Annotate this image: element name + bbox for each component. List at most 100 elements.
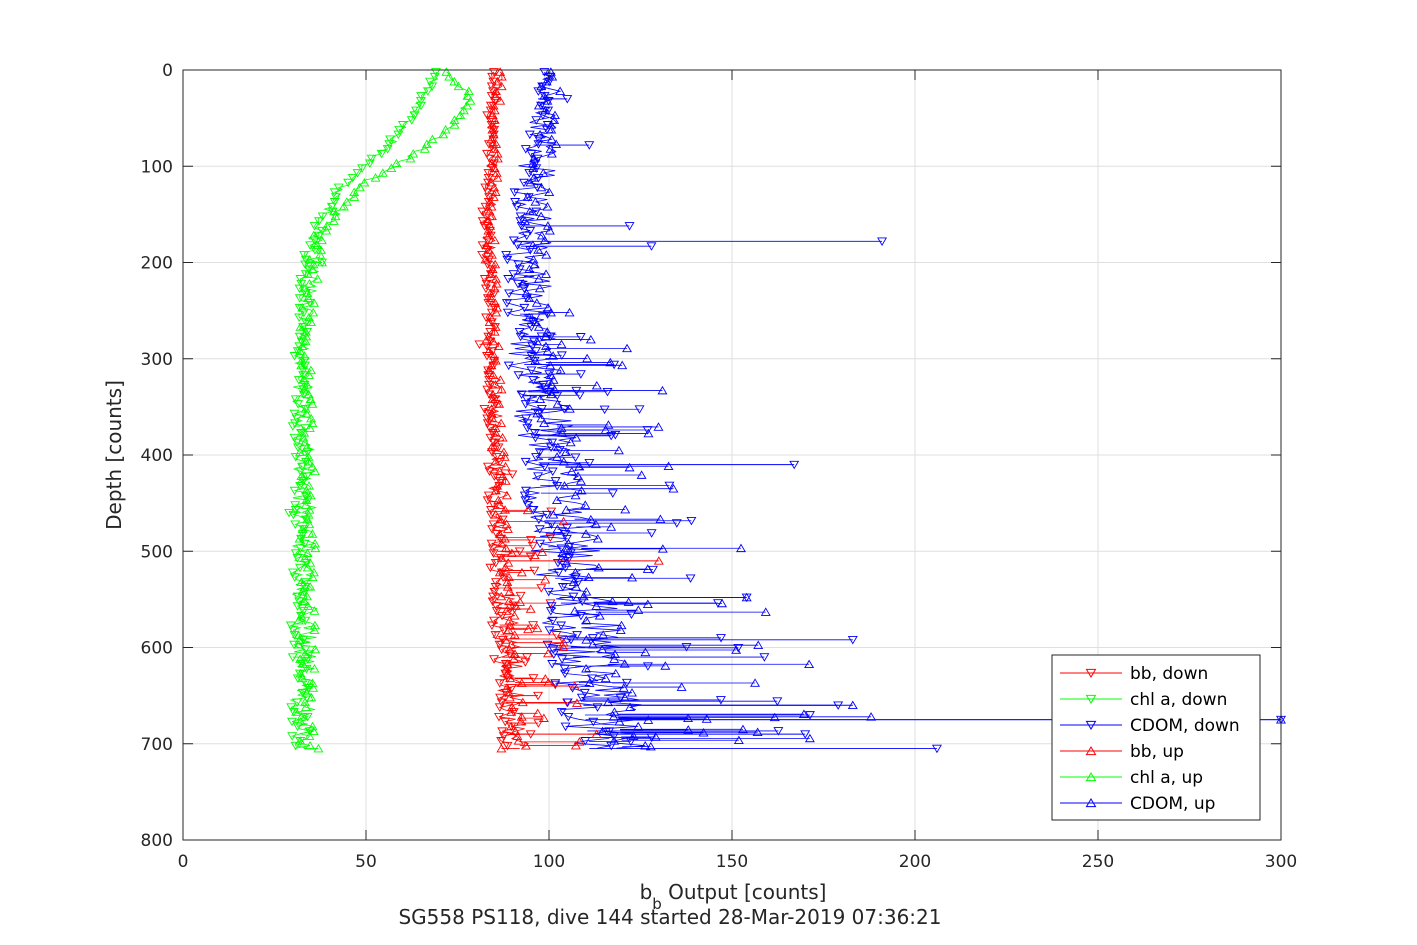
data-point	[485, 269, 496, 278]
data-point	[570, 567, 581, 577]
data-point	[486, 506, 497, 515]
spike-point	[620, 504, 631, 514]
data-point	[524, 264, 535, 274]
data-point	[609, 736, 620, 745]
spike-point	[717, 598, 728, 608]
spike-point	[317, 257, 328, 267]
spike-point	[585, 334, 596, 344]
legend-label: CDOM, up	[1130, 794, 1215, 814]
x-axis-label: bb Output [counts]	[640, 880, 827, 913]
data-point	[364, 159, 375, 169]
data-point	[541, 510, 552, 520]
data-point	[301, 485, 312, 495]
data-point	[486, 442, 497, 452]
data-point	[539, 68, 550, 77]
data-point	[502, 741, 513, 751]
spike-point	[645, 741, 656, 751]
data-point	[496, 698, 507, 708]
data-point	[306, 692, 317, 702]
spike-point	[525, 536, 536, 545]
data-point	[290, 453, 301, 462]
data-point	[499, 534, 510, 543]
data-point	[391, 158, 402, 168]
data-point	[291, 707, 302, 716]
data-point	[496, 418, 507, 428]
data-point	[567, 684, 578, 693]
spike-point	[733, 644, 744, 653]
data-point	[578, 591, 589, 601]
data-point	[349, 192, 360, 201]
data-point	[304, 265, 315, 274]
data-point	[301, 331, 312, 341]
data-point	[299, 351, 310, 360]
data-point	[526, 149, 537, 159]
data-point	[533, 100, 544, 110]
data-point	[482, 188, 493, 197]
data-point	[550, 477, 561, 486]
x-axis-label-rest: Output [counts]	[662, 880, 827, 904]
spike-point	[643, 428, 654, 438]
data-point	[300, 327, 311, 336]
data-point	[286, 717, 297, 727]
data-point	[504, 596, 515, 606]
data-point	[296, 279, 307, 289]
data-point	[315, 250, 326, 259]
data-point	[488, 192, 499, 201]
data-point	[491, 279, 502, 288]
data-point	[477, 217, 488, 226]
data-point	[441, 67, 452, 76]
data-point	[603, 697, 614, 707]
data-point	[503, 275, 514, 284]
data-point	[519, 491, 530, 501]
spike-point	[624, 462, 635, 472]
data-point	[494, 500, 505, 509]
data-point	[543, 587, 554, 597]
spike-point	[877, 237, 888, 246]
spike-point	[617, 360, 628, 370]
spike-point	[545, 599, 556, 608]
data-point	[296, 471, 307, 480]
data-point	[295, 654, 306, 663]
data-point	[500, 505, 511, 514]
spike-point	[773, 727, 784, 736]
data-point	[526, 352, 537, 361]
data-point	[419, 144, 430, 153]
data-point	[397, 121, 408, 130]
data-point	[296, 356, 307, 365]
data-point	[489, 283, 500, 293]
data-point	[394, 125, 405, 135]
data-point	[511, 202, 522, 212]
data-point	[300, 645, 311, 655]
data-point	[530, 347, 541, 356]
spike-point	[623, 597, 634, 606]
data-point	[542, 202, 553, 211]
data-point	[542, 121, 553, 130]
data-point	[580, 737, 591, 746]
data-point	[520, 145, 531, 154]
data-point	[588, 717, 599, 727]
data-point	[520, 496, 531, 505]
spike-point	[523, 624, 534, 634]
y-tick-label: 500	[141, 542, 173, 562]
data-point	[557, 428, 568, 437]
data-point	[430, 68, 441, 77]
data-point	[449, 76, 460, 86]
spike-point	[653, 422, 664, 431]
data-point	[497, 433, 508, 442]
data-point	[307, 264, 318, 274]
data-point	[533, 135, 544, 144]
data-point	[461, 100, 472, 110]
x-tick-label: 300	[1265, 852, 1297, 872]
data-point	[295, 275, 306, 284]
spike-point	[866, 712, 877, 721]
data-point	[382, 145, 393, 154]
data-point	[483, 226, 494, 235]
data-point	[495, 693, 506, 703]
spike-point	[525, 552, 536, 562]
data-point	[546, 120, 557, 129]
data-point	[438, 129, 449, 139]
series-bb-up	[480, 67, 664, 753]
spike-point	[847, 700, 858, 710]
data-point	[524, 312, 535, 322]
data-point	[295, 346, 306, 355]
